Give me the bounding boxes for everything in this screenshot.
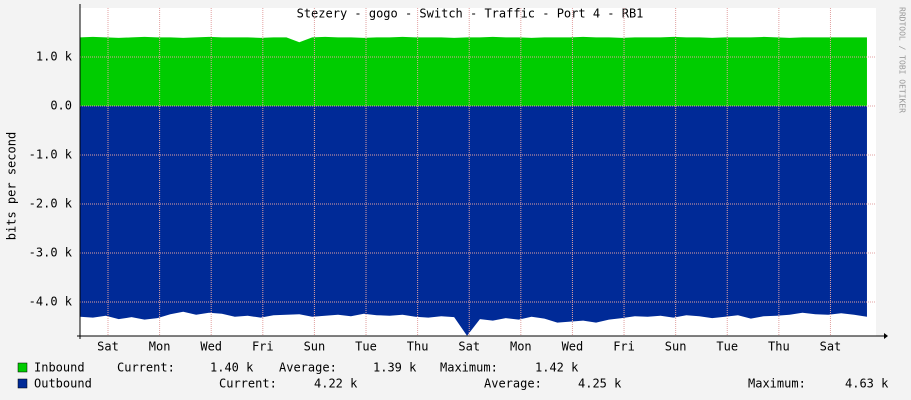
legend-stat-name: Maximum: xyxy=(748,377,806,391)
y-tick-label: -1.0 k xyxy=(29,147,73,161)
x-tick-label: Fri xyxy=(252,340,274,354)
legend-label: Inbound xyxy=(34,361,85,375)
x-tick-label: Sat xyxy=(458,340,480,354)
x-tick-label: Thu xyxy=(768,340,790,354)
legend-swatch xyxy=(17,378,28,389)
legend-stat-name: Maximum: xyxy=(440,361,498,375)
legend-stat-name: Current: xyxy=(117,361,175,375)
x-tick-label: Fri xyxy=(613,340,635,354)
y-axis-label: bits per second xyxy=(5,132,19,240)
x-tick-label: Mon xyxy=(149,340,171,354)
y-tick-label: 0.0 xyxy=(50,98,72,112)
legend-stat-value: 1.40 k xyxy=(210,361,254,375)
y-tick-label: 1.0 k xyxy=(36,49,73,63)
x-tick-label: Tue xyxy=(355,340,377,354)
x-tick-label: Sat xyxy=(820,340,842,354)
x-tick-label: Sun xyxy=(304,340,326,354)
x-tick-label: Sat xyxy=(97,340,119,354)
legend-stat-name: Average: xyxy=(279,361,337,375)
legend-swatch xyxy=(17,362,28,373)
legend-stat-value: 4.22 k xyxy=(314,377,358,391)
x-tick-label: Wed xyxy=(562,340,584,354)
watermark: RRDTOOL / TOBI OETIKER xyxy=(898,7,907,113)
y-tick-label: -3.0 k xyxy=(29,245,73,259)
x-tick-label: Wed xyxy=(200,340,222,354)
y-tick-label: -4.0 k xyxy=(29,294,73,308)
legend-stat-value: 4.25 k xyxy=(578,377,622,391)
legend-stat-name: Current: xyxy=(219,377,277,391)
legend-label: Outbound xyxy=(34,377,92,391)
y-tick-label: -2.0 k xyxy=(29,196,73,210)
legend-stat-value: 4.63 k xyxy=(845,377,889,391)
legend-stat-name: Average: xyxy=(484,377,542,391)
axis-arrow xyxy=(884,333,888,339)
legend-stat-value: 1.42 k xyxy=(535,361,579,375)
x-tick-label: Mon xyxy=(510,340,532,354)
x-tick-label: Thu xyxy=(407,340,429,354)
x-tick-label: Sun xyxy=(665,340,687,354)
chart-title: Stezery - gogo - Switch - Traffic - Port… xyxy=(297,7,644,21)
x-tick-label: Tue xyxy=(716,340,738,354)
area xyxy=(80,105,867,336)
legend-stat-value: 1.39 k xyxy=(373,361,417,375)
area xyxy=(80,36,867,106)
